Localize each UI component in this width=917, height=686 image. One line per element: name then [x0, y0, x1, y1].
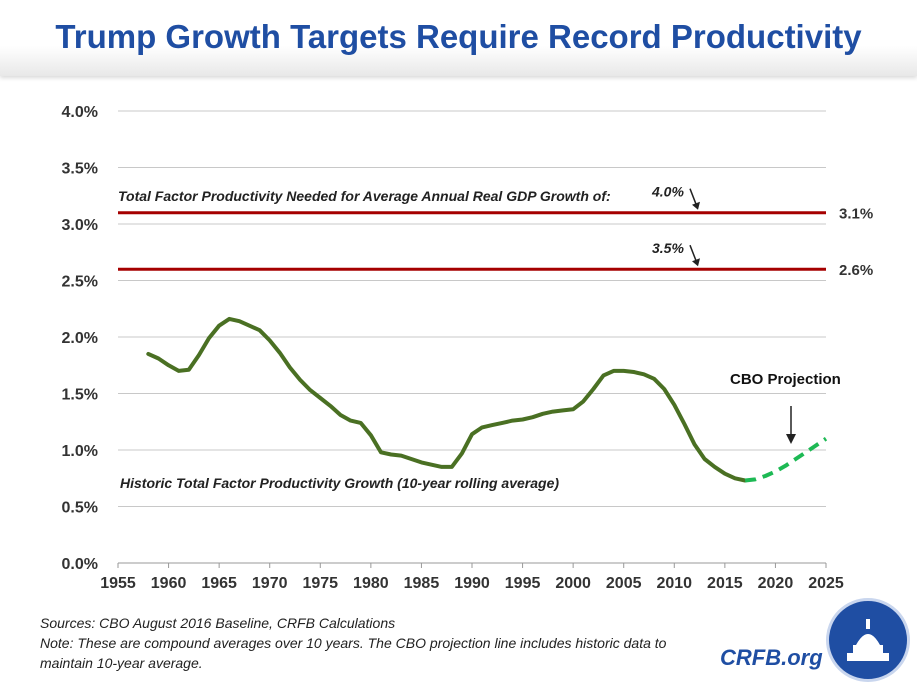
- projection-arrowhead: [786, 434, 796, 444]
- x-tick-label: 1990: [454, 575, 490, 592]
- title-bar: Trump Growth Targets Require Record Prod…: [0, 0, 917, 76]
- x-tick-label: 2005: [606, 575, 642, 592]
- notes: Sources: CBO August 2016 Baseline, CRFB …: [40, 613, 720, 673]
- x-tick-label: 1995: [505, 575, 541, 592]
- capitol-icon: [847, 619, 889, 661]
- growth-rate-label: 4.0%: [651, 184, 684, 200]
- historic-line: [146, 316, 748, 483]
- growth-rate-label: 3.5%: [652, 240, 684, 256]
- x-tick-label: 1960: [151, 575, 187, 592]
- brand-link[interactable]: CRFB.org: [720, 645, 823, 670]
- y-tick-label: 3.0%: [62, 217, 98, 234]
- x-tick-label: 2000: [555, 575, 591, 592]
- x-tick-label: 1955: [100, 575, 136, 592]
- y-tick-label: 0.5%: [62, 500, 98, 517]
- x-tick-label: 2020: [758, 575, 794, 592]
- reference-value-label: 2.6%: [839, 262, 873, 279]
- x-tick-label: 2015: [707, 575, 743, 592]
- x-tick-label: 1975: [302, 575, 338, 592]
- y-tick-label: 4.0%: [62, 104, 98, 121]
- y-tick-label: 1.0%: [62, 443, 98, 460]
- y-tick-label: 2.5%: [62, 274, 98, 291]
- growth-arrowhead: [692, 201, 700, 210]
- x-tick-label: 1980: [353, 575, 389, 592]
- x-tick-label: 2010: [656, 575, 692, 592]
- sources-text: Sources: CBO August 2016 Baseline, CRFB …: [40, 615, 396, 631]
- y-tick-label: 1.5%: [62, 387, 98, 404]
- historic-annotation: Historic Total Factor Productivity Growt…: [120, 475, 559, 491]
- x-tick-label: 1970: [252, 575, 288, 592]
- growth-arrowhead: [692, 258, 700, 267]
- chart-title: Trump Growth Targets Require Record Prod…: [55, 18, 862, 55]
- reference-value-label: 3.1%: [839, 206, 873, 223]
- x-tick-label: 1965: [201, 575, 237, 592]
- x-tick-label: 2025: [808, 575, 844, 592]
- crfb-logo: [826, 598, 910, 682]
- y-tick-label: 0.0%: [62, 556, 98, 573]
- x-tick-label: 1985: [404, 575, 440, 592]
- y-tick-label: 2.0%: [62, 330, 98, 347]
- projection-line: [744, 437, 828, 483]
- note-text: Note: These are compound averages over 1…: [40, 635, 667, 671]
- projection-annotation: CBO Projection: [730, 371, 841, 388]
- y-tick-label: 3.5%: [62, 161, 98, 178]
- needed-annotation: Total Factor Productivity Needed for Ave…: [118, 188, 611, 204]
